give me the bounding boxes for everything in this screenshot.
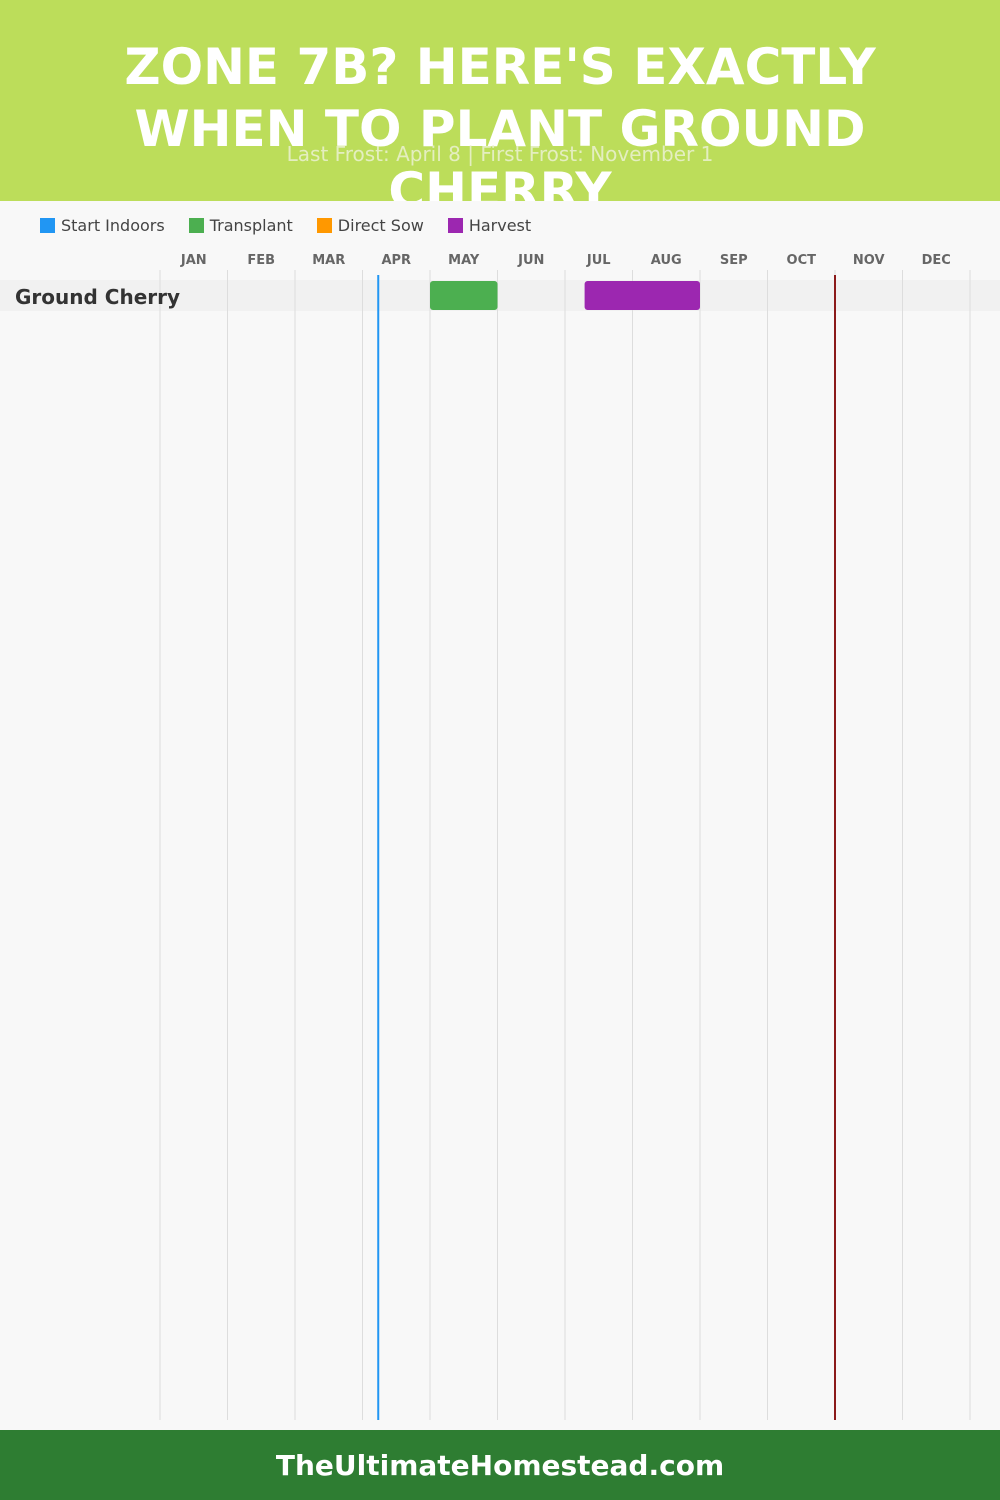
month-label: SEP (720, 253, 748, 268)
month-label: JAN (180, 253, 207, 268)
bar-transplant (430, 281, 498, 310)
frost-dates-subtitle: Last Frost: April 8 | First Frost: Novem… (286, 142, 714, 166)
row-label: Ground Cherry (15, 285, 180, 309)
month-label: JUL (586, 253, 611, 268)
month-label: NOV (853, 253, 885, 268)
footer-banner: TheUltimateHomestead.com (0, 1430, 1000, 1500)
legend-item-start-indoors: Start Indoors (40, 216, 165, 235)
legend-label: Harvest (468, 215, 532, 235)
legend-swatch-direct-sow (316, 217, 332, 233)
legend-swatch-transplant (188, 217, 204, 233)
month-label: MAY (448, 253, 480, 268)
bar-harvest (584, 281, 700, 310)
legend-swatch-start-indoors (40, 217, 55, 233)
month-label: MAR (312, 253, 345, 268)
month-label: AUG (651, 253, 682, 268)
legend-swatch-harvest (447, 217, 463, 233)
month-label: OCT (787, 253, 817, 268)
legend-item-direct-sow: Direct Sow (316, 215, 424, 235)
legend: Start Indoors Transplant Direct Sow Harv… (40, 214, 555, 236)
legend-item-transplant: Transplant (188, 215, 293, 235)
site-link[interactable]: TheUltimateHomestead.com (275, 1448, 725, 1482)
month-label: JUN (517, 253, 544, 268)
legend-label: Start Indoors (61, 215, 165, 235)
month-label: APR (381, 253, 411, 268)
page-title: ZONE 7B? HERE'S EXACTLY WHEN TO PLANT GR… (124, 38, 876, 201)
legend-label: Direct Sow (337, 215, 424, 235)
header-banner: ZONE 7B? HERE'S EXACTLY WHEN TO PLANT GR… (0, 0, 1000, 201)
legend-item-harvest: Harvest (447, 215, 532, 235)
month-label: DEC (922, 253, 951, 268)
month-label: FEB (247, 253, 275, 268)
planting-calendar-chart: JAN FEB MAR APR MAY JUN JUL AUG SEP OCT NOV DEC Grou… (0, 253, 1000, 1420)
row-background (0, 280, 1000, 311)
legend-label: Transplant (209, 215, 293, 235)
